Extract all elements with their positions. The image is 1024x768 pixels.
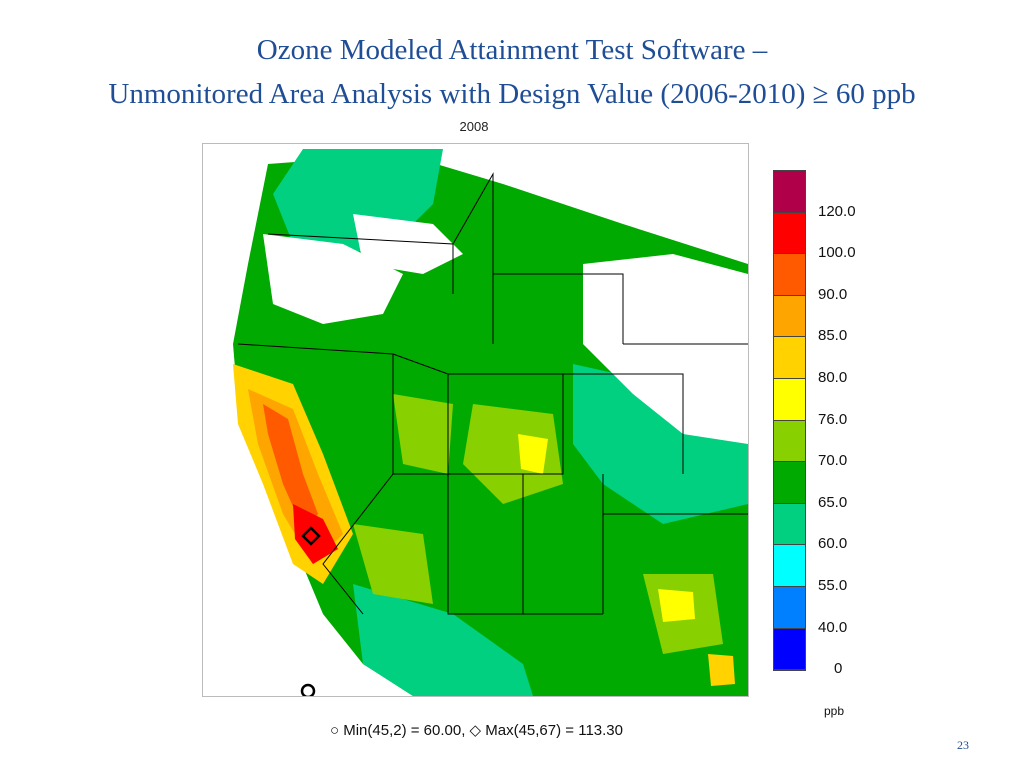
- legend-swatch: [774, 212, 805, 255]
- legend-label: 120.0: [818, 202, 856, 220]
- region-76-80-colorado: [518, 434, 548, 474]
- legend-swatch: [774, 420, 805, 463]
- region-60-65-south: [353, 584, 533, 696]
- min-marker-icon: [300, 683, 316, 696]
- legend-swatch: [774, 503, 805, 546]
- legend-label: 80.0: [818, 369, 848, 386]
- ozone-map: [202, 143, 749, 697]
- no-data-plains: [583, 254, 748, 444]
- legend-label: 90.0: [818, 285, 848, 303]
- legend-color-bar: [773, 170, 806, 671]
- legend-swatch: [774, 337, 805, 379]
- legend-swatch: [774, 379, 805, 421]
- region-90-100-central-valley: [263, 404, 318, 529]
- region-76-80-texas: [658, 589, 695, 622]
- min-max-caption: ○ Min(45,2) = 60.00, ◇ Max(45,67) = 113.…: [330, 722, 623, 739]
- legend-label: 55.0: [818, 577, 848, 594]
- region-76-80-houston: [708, 654, 735, 686]
- legend-label: 0: [834, 660, 843, 678]
- legend-label: 76.0: [818, 410, 848, 428]
- legend-label: 40.0: [818, 618, 848, 636]
- legend-swatch: [774, 171, 805, 213]
- legend-label: 70.0: [818, 452, 848, 470]
- legend-swatch: [774, 587, 805, 629]
- state-boundaries: [237, 172, 748, 615]
- legend-label: 60.0: [818, 535, 848, 553]
- map-year-label: 2008: [459, 119, 489, 134]
- no-data-pacific-northwest: [353, 214, 463, 274]
- region-70-76-rockies: [463, 404, 563, 504]
- legend-unit: ppb: [824, 704, 845, 718]
- region-70-76-arizona: [353, 524, 433, 604]
- slide-title-line-2: Unmonitored Area Analysis with Design Va…: [108, 78, 916, 110]
- legend-label: 85.0: [818, 327, 848, 345]
- legend-label: 65.0: [818, 493, 848, 511]
- legend-swatch: [774, 254, 805, 296]
- slide-title-line-1: Ozone Modeled Attainment Test Software –: [256, 34, 768, 66]
- max-marker-icon: [301, 526, 321, 546]
- legend-swatch: [774, 628, 805, 671]
- legend-swatch: [774, 295, 805, 338]
- page-number: 23: [957, 738, 969, 752]
- legend-swatch: [774, 462, 805, 504]
- legend-label: 100.0: [818, 244, 856, 262]
- legend-swatch: [774, 545, 805, 587]
- region-70-76-utah: [393, 394, 453, 474]
